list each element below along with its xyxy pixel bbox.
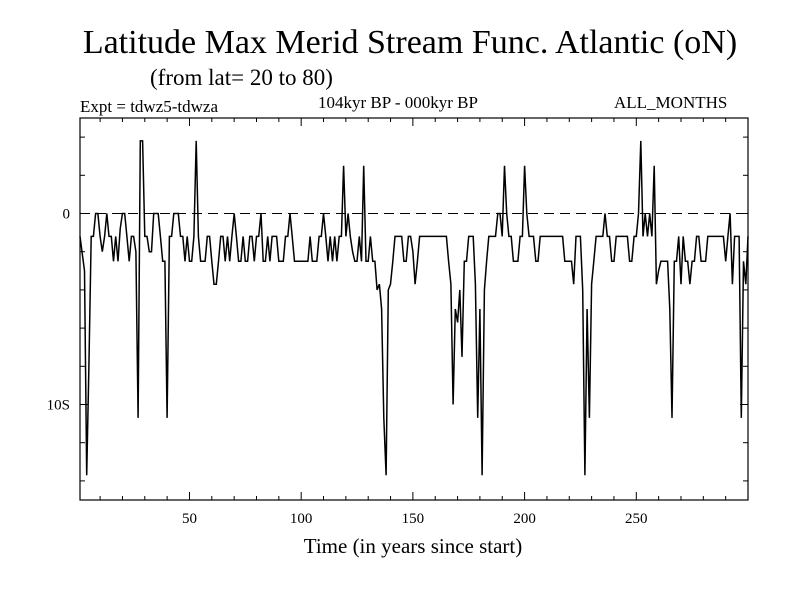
experiment-label: Expt = tdwz5-tdwza: [80, 97, 218, 116]
x-tick-label: 150: [402, 511, 425, 527]
chart-marks: [79, 140, 749, 476]
chart-title: Latitude Max Merid Stream Func. Atlantic…: [82, 24, 738, 61]
y-tick-label: 0: [63, 207, 71, 223]
y-tick-label: 10S: [47, 398, 70, 414]
x-axis-label: Time (in years since start): [303, 534, 523, 558]
x-tick-label: 200: [513, 511, 536, 527]
chart-axes: 50 100 150 200 250 0 10S: [47, 117, 749, 527]
x-tick-label: 50: [182, 511, 197, 527]
period-label: 104kyr BP - 000kyr BP: [318, 93, 478, 112]
plot-frame: [79, 117, 749, 501]
chart-subtitle: (from lat= 20 to 80): [150, 65, 333, 90]
x-tick-label: 100: [290, 511, 313, 527]
series-line: [79, 140, 749, 476]
months-label: ALL_MONTHS: [614, 93, 728, 112]
x-tick-label: 250: [625, 511, 648, 527]
